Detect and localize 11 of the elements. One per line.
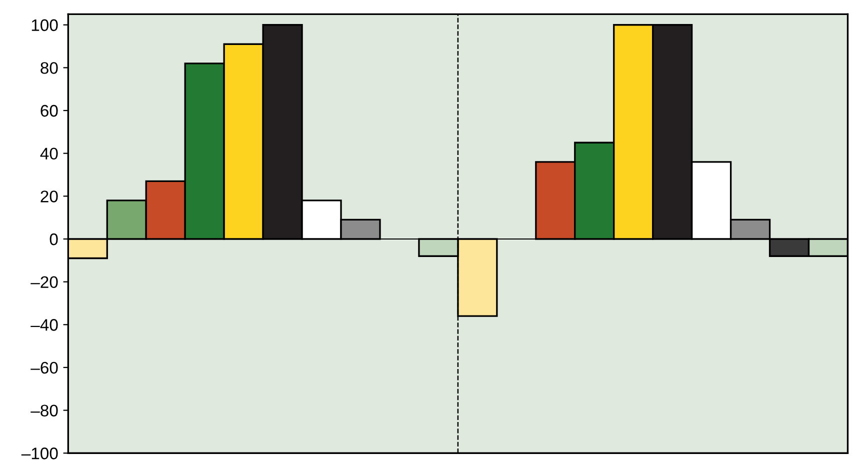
y-tick-label: 20: [40, 190, 58, 202]
y-tick-label: –20: [30, 276, 58, 288]
y-tick-label: –60: [30, 362, 58, 374]
y-tick-label: 60: [40, 104, 58, 117]
y-tick-label: –40: [30, 319, 58, 331]
y-tick-label: –100: [21, 448, 58, 460]
y-tick-label: 40: [40, 148, 58, 160]
y-tick-label: 100: [32, 19, 58, 32]
y-tick-label: 80: [40, 62, 58, 74]
y-tick-label: –80: [30, 404, 58, 416]
y-tick-label: 0: [50, 233, 58, 246]
